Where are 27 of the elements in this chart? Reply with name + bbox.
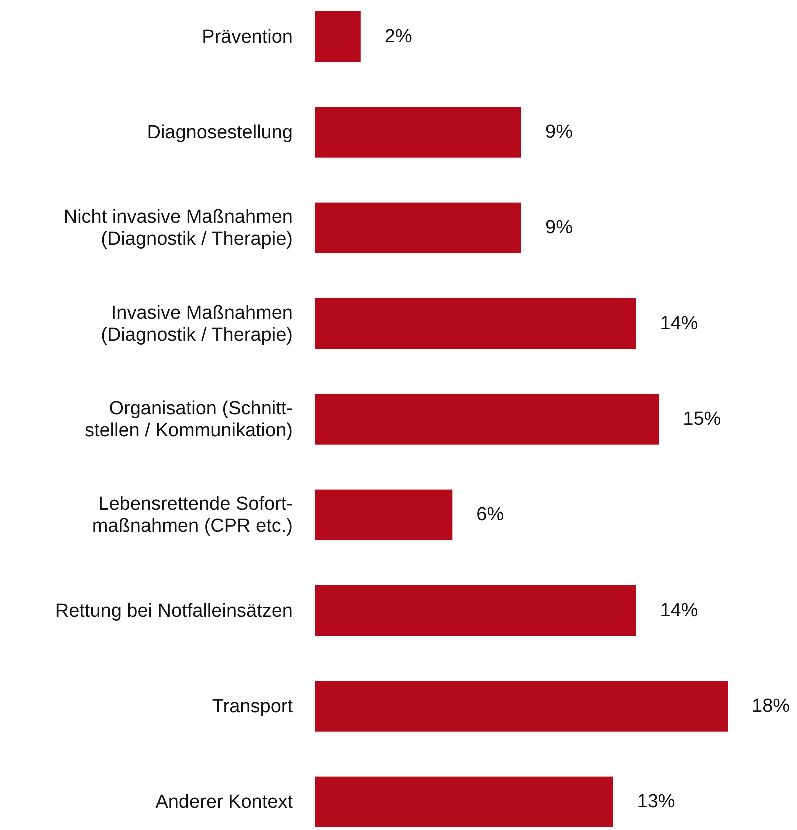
bar — [315, 585, 636, 636]
data-label: 13% — [637, 792, 676, 813]
data-label: 2% — [384, 26, 412, 48]
y-tick-label: Diagnosestellung — [147, 122, 293, 143]
y-tick-label: Organisation (Schnitt- stellen / Kommunikation) — [84, 398, 293, 441]
data-label: 18% — [752, 696, 790, 717]
bar — [315, 394, 660, 445]
bar — [315, 11, 361, 62]
y-tick-label: Transport — [212, 696, 294, 717]
data-label: 15% — [683, 409, 722, 430]
data-label: 14% — [660, 600, 698, 622]
y-tick-label: Anderer Kontext — [156, 792, 294, 813]
data-label: 9% — [546, 218, 574, 239]
bar — [315, 490, 453, 541]
bar — [315, 776, 614, 828]
y-tick-label: Nicht invasive Maßnahmen (Diagnostik / Therapie) — [64, 206, 293, 250]
bar — [315, 202, 522, 254]
y-tick-label: Lebensrettende Sofort- maßnahmen (CPR etc.) — [92, 494, 293, 537]
bar — [315, 298, 636, 350]
data-label: 6% — [476, 504, 504, 526]
y-tick-label: Prävention — [202, 26, 293, 48]
bar — [315, 107, 522, 158]
y-tick-label: Invasive Maßnahmen (Diagnostik / Therapie) — [101, 302, 293, 346]
data-label: 14% — [660, 313, 698, 334]
bar — [315, 681, 728, 732]
y-tick-label: Rettung bei Notfalleinsätzen — [55, 600, 293, 622]
data-label: 9% — [546, 122, 574, 143]
